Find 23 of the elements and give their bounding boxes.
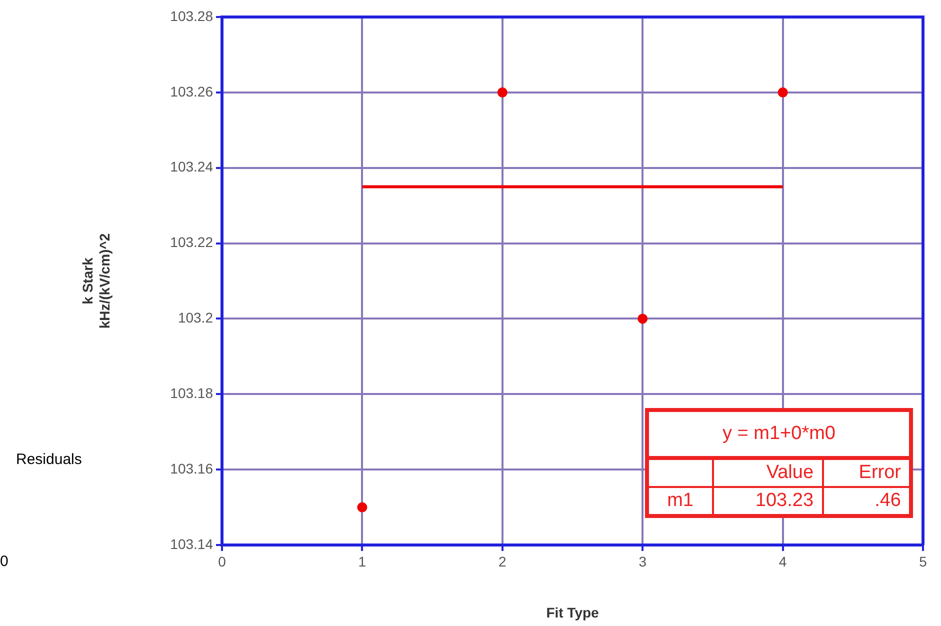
x-tick-label: 4 [778, 553, 787, 570]
text: Residuals [16, 451, 82, 468]
annotation: m1 [647, 487, 713, 516]
y-tick-label: 103.28 [170, 8, 214, 24]
x-tick-label: 2 [498, 553, 506, 570]
y-tick-label: 103.2 [178, 310, 214, 326]
y-tick-label: 103.18 [170, 385, 214, 401]
y-tick-label: 103.16 [170, 460, 214, 476]
y-tick-label: 103.14 [170, 536, 214, 552]
x-axis-title: Fit Type [546, 604, 600, 620]
x-tick-label: 1 [358, 553, 366, 570]
annotation: .46 [822, 487, 911, 516]
y-tick-label: 103.24 [170, 158, 214, 175]
annotation: Value [712, 458, 823, 487]
x-tick-label: 0 [218, 553, 226, 570]
y-tick-label: 103.26 [170, 83, 214, 100]
annotation: Error [822, 458, 911, 487]
annotation: 103.23 [712, 487, 823, 516]
x-tick-label: 5 [919, 553, 928, 570]
x-tick-label: 3 [638, 553, 647, 570]
y-tick-label: 103.22 [170, 234, 214, 250]
annotation: y = m1+0*m0 [647, 410, 911, 458]
y-axis-title: k Stark kHz/(kV/cm)^2 [79, 233, 112, 329]
